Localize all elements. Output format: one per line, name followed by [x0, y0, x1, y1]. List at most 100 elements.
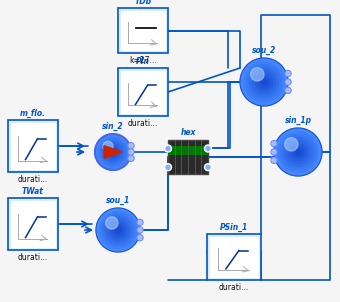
Text: ṁ: ṁ: [107, 149, 115, 155]
Circle shape: [204, 164, 211, 171]
Text: sin_2: sin_2: [102, 122, 124, 131]
Circle shape: [253, 71, 275, 93]
FancyBboxPatch shape: [118, 68, 168, 116]
Circle shape: [261, 79, 267, 85]
Text: TWat: TWat: [22, 187, 44, 196]
Text: durati...: durati...: [18, 175, 48, 184]
Circle shape: [289, 143, 307, 161]
Text: sou_2: sou_2: [252, 46, 276, 55]
Circle shape: [137, 227, 143, 233]
Circle shape: [129, 144, 133, 148]
Circle shape: [281, 135, 315, 169]
FancyBboxPatch shape: [168, 146, 208, 155]
Circle shape: [271, 157, 277, 163]
Circle shape: [258, 76, 270, 88]
Text: k=27...: k=27...: [129, 56, 157, 65]
Circle shape: [271, 141, 277, 146]
Circle shape: [286, 88, 290, 92]
Circle shape: [128, 143, 134, 149]
Circle shape: [109, 148, 117, 156]
Circle shape: [137, 219, 143, 225]
FancyBboxPatch shape: [120, 70, 166, 114]
Circle shape: [272, 142, 276, 146]
Circle shape: [104, 143, 122, 161]
FancyBboxPatch shape: [8, 120, 58, 172]
Circle shape: [110, 222, 126, 238]
Polygon shape: [104, 146, 122, 158]
Circle shape: [206, 165, 210, 169]
Text: durati...: durati...: [128, 119, 158, 128]
FancyBboxPatch shape: [209, 236, 258, 278]
FancyBboxPatch shape: [120, 11, 166, 50]
Circle shape: [165, 164, 171, 171]
FancyBboxPatch shape: [8, 198, 58, 250]
Circle shape: [128, 155, 134, 161]
Text: hex: hex: [180, 128, 196, 137]
Text: sin_1p: sin_1p: [285, 116, 311, 125]
Circle shape: [285, 87, 291, 93]
Circle shape: [165, 145, 171, 152]
Circle shape: [138, 236, 142, 240]
Circle shape: [107, 220, 129, 240]
Circle shape: [96, 208, 140, 252]
Circle shape: [285, 71, 291, 77]
Text: PSin_1: PSin_1: [220, 223, 248, 232]
Circle shape: [278, 132, 318, 172]
Circle shape: [96, 135, 130, 169]
Text: durati...: durati...: [219, 283, 249, 292]
Circle shape: [287, 141, 309, 163]
Circle shape: [100, 139, 126, 165]
Circle shape: [274, 128, 322, 176]
Circle shape: [240, 58, 288, 106]
Circle shape: [272, 150, 276, 154]
Text: durati...: durati...: [18, 253, 48, 262]
Circle shape: [286, 72, 290, 76]
Circle shape: [138, 228, 142, 232]
Circle shape: [295, 149, 301, 155]
Circle shape: [98, 137, 128, 167]
Circle shape: [102, 141, 124, 163]
Circle shape: [286, 80, 290, 84]
Circle shape: [106, 217, 118, 229]
Circle shape: [129, 150, 133, 154]
Circle shape: [247, 65, 281, 99]
Circle shape: [241, 59, 287, 105]
Circle shape: [285, 138, 298, 151]
Circle shape: [105, 217, 131, 243]
Circle shape: [166, 146, 170, 150]
FancyBboxPatch shape: [168, 140, 208, 174]
Circle shape: [250, 68, 278, 96]
Circle shape: [129, 156, 133, 160]
FancyBboxPatch shape: [118, 8, 168, 53]
Circle shape: [137, 235, 143, 241]
Circle shape: [138, 220, 142, 224]
Text: m_flo.: m_flo.: [20, 109, 46, 118]
Circle shape: [285, 79, 291, 85]
Circle shape: [292, 146, 304, 158]
FancyBboxPatch shape: [11, 123, 55, 169]
Circle shape: [106, 146, 119, 159]
Text: sou_1: sou_1: [106, 196, 130, 205]
Circle shape: [166, 165, 170, 169]
Circle shape: [255, 73, 273, 91]
Circle shape: [111, 150, 115, 154]
Text: PIn: PIn: [136, 57, 150, 66]
Circle shape: [275, 129, 321, 175]
Circle shape: [251, 68, 264, 81]
Circle shape: [272, 159, 276, 162]
Text: TDb: TDb: [134, 0, 152, 6]
Circle shape: [244, 62, 284, 102]
FancyBboxPatch shape: [11, 201, 55, 248]
Circle shape: [284, 138, 312, 166]
FancyBboxPatch shape: [207, 234, 261, 280]
Circle shape: [97, 209, 139, 251]
Circle shape: [271, 149, 277, 155]
Circle shape: [128, 149, 134, 155]
Circle shape: [206, 146, 210, 150]
Circle shape: [115, 227, 121, 233]
Circle shape: [100, 212, 136, 248]
Circle shape: [204, 145, 211, 152]
Circle shape: [113, 225, 123, 235]
Circle shape: [95, 134, 131, 170]
Circle shape: [102, 214, 134, 246]
